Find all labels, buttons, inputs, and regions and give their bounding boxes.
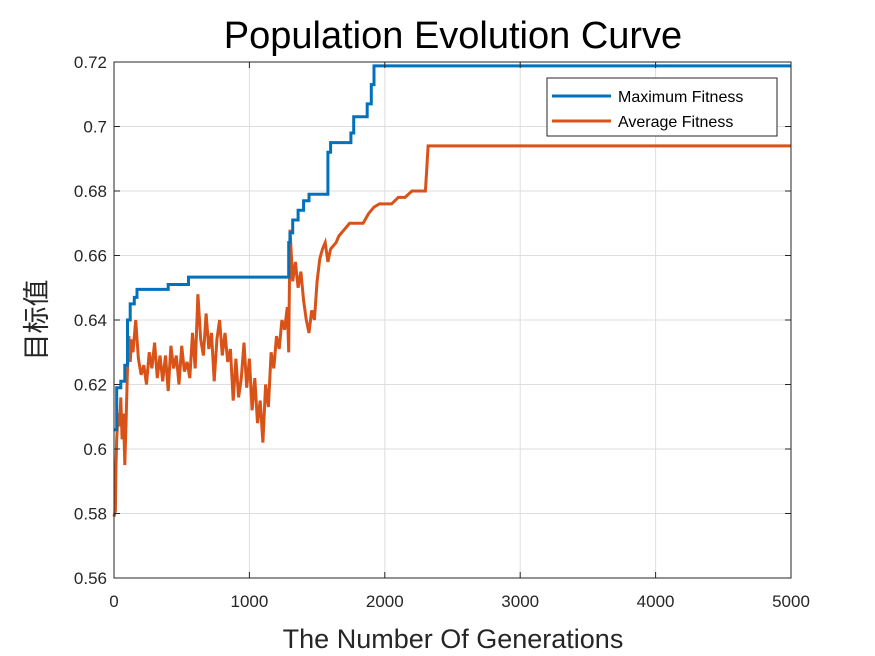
x-tick-label: 4000 xyxy=(637,592,675,611)
x-tick-label: 5000 xyxy=(772,592,810,611)
y-tick-label: 0.62 xyxy=(74,376,107,395)
ticks: 0 1000 2000 3000 4000 5000 0.56 0.58 0.6 0.62 0.64… xyxy=(74,53,810,611)
series-line-maximum-fitness xyxy=(114,64,791,432)
y-tick-label: 0.66 xyxy=(74,247,107,266)
series-layer xyxy=(112,64,791,518)
y-tick-label: 0.72 xyxy=(74,53,107,72)
y-tick-label: 0.58 xyxy=(74,505,107,524)
series-line-average-fitness xyxy=(112,144,791,518)
legend: Maximum Fitness Average Fitness xyxy=(546,77,778,137)
y-tick-label: 0.64 xyxy=(74,311,107,330)
x-tick-label: 0 xyxy=(109,592,118,611)
legend-label-average-fitness: Average Fitness xyxy=(618,114,733,131)
y-axis-label: 目标值 xyxy=(22,280,52,361)
y-tick-label: 0.56 xyxy=(74,569,107,588)
x-tick-label: 1000 xyxy=(230,592,268,611)
x-axis-label: The Number Of Generations xyxy=(283,624,624,654)
legend-label-maximum-fitness: Maximum Fitness xyxy=(618,89,743,106)
y-tick-label: 0.6 xyxy=(83,440,107,459)
legend-box xyxy=(546,77,778,137)
chart-title: Population Evolution Curve xyxy=(224,15,682,57)
x-tick-label: 2000 xyxy=(366,592,404,611)
y-tick-label: 0.7 xyxy=(83,118,107,137)
y-tick-label: 0.68 xyxy=(74,182,107,201)
x-tick-label: 3000 xyxy=(501,592,539,611)
